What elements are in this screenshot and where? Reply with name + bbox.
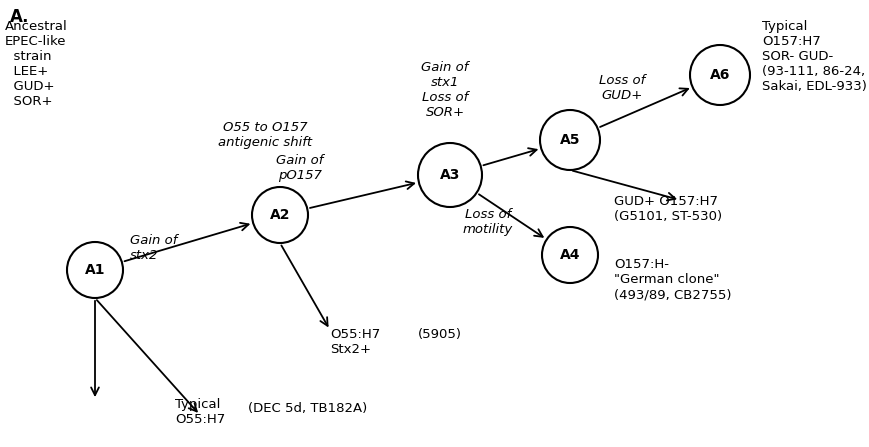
Circle shape	[417, 143, 481, 207]
Text: Typical
O55:H7: Typical O55:H7	[175, 398, 225, 426]
Text: Ancestral
EPEC-like
  strain
  LEE+
  GUD+
  SOR+: Ancestral EPEC-like strain LEE+ GUD+ SOR…	[5, 20, 68, 108]
Text: A2: A2	[269, 208, 290, 222]
Circle shape	[252, 187, 308, 243]
Text: (DEC 5d, TB182A): (DEC 5d, TB182A)	[248, 402, 367, 415]
Circle shape	[67, 242, 123, 298]
Text: A4: A4	[559, 248, 580, 262]
Text: O55 to O157
antigenic shift: O55 to O157 antigenic shift	[218, 121, 312, 149]
Text: Typical
O157:H7
SOR- GUD-
(93-111, 86-24,
Sakai, EDL-933): Typical O157:H7 SOR- GUD- (93-111, 86-24…	[761, 20, 866, 93]
Circle shape	[541, 227, 597, 283]
Text: A6: A6	[709, 68, 729, 82]
Text: Gain of
pO157: Gain of pO157	[276, 154, 323, 182]
Circle shape	[540, 110, 600, 170]
Text: GUD+ O157:H7
(G5101, ST-530): GUD+ O157:H7 (G5101, ST-530)	[614, 195, 721, 223]
Text: Gain of
stx1
Loss of
SOR+: Gain of stx1 Loss of SOR+	[421, 61, 468, 119]
Text: O55:H7
Stx2+: O55:H7 Stx2+	[329, 328, 380, 356]
Text: A3: A3	[440, 168, 460, 182]
Text: (5905): (5905)	[417, 328, 461, 341]
Text: A1: A1	[84, 263, 105, 277]
Text: A5: A5	[559, 133, 580, 147]
Text: A.: A.	[10, 8, 30, 26]
Text: Loss of
GUD+: Loss of GUD+	[598, 74, 645, 102]
Text: Gain of
stx2: Gain of stx2	[129, 234, 177, 262]
Text: O157:H-
"German clone"
(493/89, CB2755): O157:H- "German clone" (493/89, CB2755)	[614, 258, 731, 301]
Circle shape	[689, 45, 749, 105]
Text: Loss of
motility: Loss of motility	[462, 208, 513, 236]
